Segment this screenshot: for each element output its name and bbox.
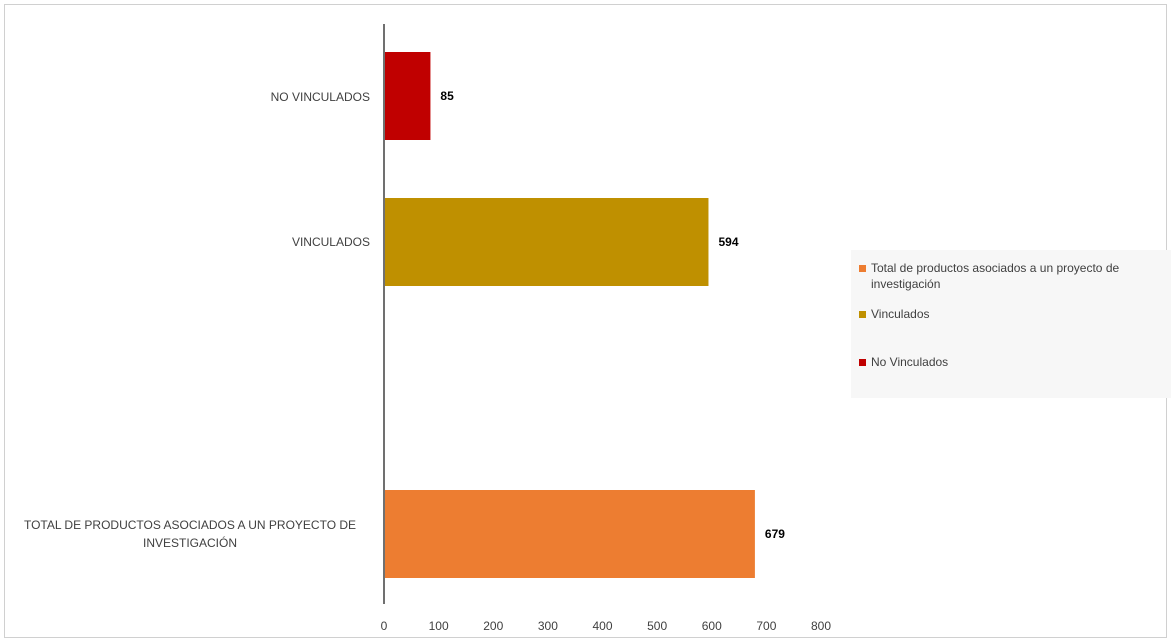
legend-swatch-total [859, 265, 866, 272]
legend-swatch-no-vinculados [859, 359, 866, 366]
bar-chart: NO VINCULADOS VINCULADOS TOTAL DE PRODUCTO… [24, 24, 832, 633]
legend-swatch-vinculados [859, 311, 866, 318]
value-labels: 85 594 679 [440, 89, 785, 541]
category-label-no-vinculados: NO VINCULADOS [271, 90, 370, 104]
legend: Total de productos asociados a un proyec… [851, 250, 1171, 398]
bar-vinculados [385, 198, 709, 286]
legend-label-no-vinculados: No Vinculados [871, 355, 949, 369]
legend-item-no-vinculados: No Vinculados [859, 354, 1164, 370]
x-tick-labels: 0 100 200 300 400 500 600 700 800 [381, 619, 832, 633]
x-tick-800: 800 [811, 619, 831, 633]
legend-label-total: Total de productos asociados a un proyec… [871, 261, 1120, 291]
value-label-no-vinculados: 85 [440, 89, 454, 103]
x-tick-0: 0 [381, 619, 388, 633]
x-tick-600: 600 [702, 619, 722, 633]
legend-item-vinculados: Vinculados [859, 306, 1164, 322]
category-label-total-de-productos-asociados-a: TOTAL DE PRODUCTOS ASOCIADOS A UN PROYEC… [24, 518, 356, 550]
legend-item-total: Total de productos asociados a un proyec… [859, 260, 1164, 292]
value-label-total-de-productos-asociados-a: 679 [765, 527, 785, 541]
x-tick-100: 100 [429, 619, 449, 633]
bar-total-de-productos-asociados-a [385, 490, 755, 578]
bar-no-vinculados [385, 52, 431, 140]
category-labels: NO VINCULADOS VINCULADOS TOTAL DE PRODUCTO… [24, 90, 370, 550]
value-label-vinculados: 594 [718, 235, 738, 249]
legend-label-vinculados: Vinculados [871, 307, 930, 321]
x-tick-200: 200 [483, 619, 503, 633]
category-label-vinculados: VINCULADOS [292, 235, 370, 249]
bars-layer [385, 52, 755, 578]
x-tick-700: 700 [756, 619, 776, 633]
x-tick-400: 400 [592, 619, 612, 633]
x-tick-500: 500 [647, 619, 667, 633]
x-tick-300: 300 [538, 619, 558, 633]
